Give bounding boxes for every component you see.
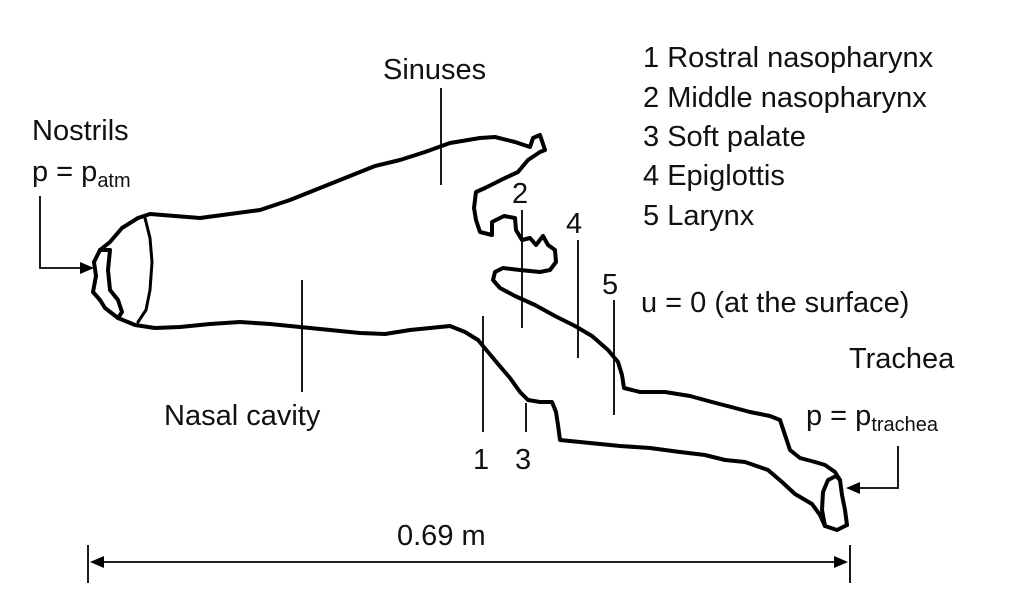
legend-item-4-name: Epiglottis [667, 160, 785, 192]
legend-item-5: 5 Larynx [643, 200, 755, 232]
trachea-label: Trachea [849, 343, 955, 375]
nostrils-inlet-arrowhead [80, 262, 94, 274]
nostrils-inlet-arrow [39, 196, 82, 269]
legend-item-2-name: Middle nasopharynx [667, 82, 927, 114]
length-label: 0.69 m [397, 520, 486, 552]
legend-item-3-name: Soft palate [667, 121, 806, 153]
nostrils-pressure-label: p = patm [32, 156, 131, 192]
legend-item-1-name: Rostral nasopharynx [667, 42, 933, 74]
legend-item-1: 1 Rostral nasopharynx [643, 42, 934, 74]
legend-item-1-number: 1 [643, 42, 659, 74]
airway-outline-upper [98, 133, 849, 527]
marker-5-label: 5 [602, 269, 618, 301]
surface-condition-label: u = 0 (at the surface) [641, 287, 909, 319]
nostrils-pressure-main: p = p [32, 156, 97, 188]
legend-item-5-name: Larynx [667, 200, 755, 232]
trachea-outlet-arrowhead [846, 482, 860, 494]
trachea-pressure-subscript: trachea [871, 414, 939, 436]
legend-item-4-number: 4 [643, 160, 659, 192]
nostril-vestibule-line [136, 216, 154, 324]
trachea-opening [820, 474, 842, 528]
trachea-pressure-main: p = p [806, 400, 871, 432]
legend-item-3: 3 Soft palate [643, 121, 806, 153]
nasal-cavity-label: Nasal cavity [164, 400, 321, 432]
legend-item-2: 2 Middle nasopharynx [643, 82, 927, 114]
dimension-right-arrowhead [834, 556, 848, 568]
nostril-opening [91, 248, 124, 320]
marker-2-label: 2 [512, 178, 528, 210]
legend-item-5-number: 5 [643, 200, 659, 232]
sinuses-label: Sinuses [383, 54, 486, 86]
trachea-pressure-label: p = ptrachea [806, 400, 939, 436]
legend: 1 Rostral nasopharynx 2 Middle nasophary… [643, 42, 934, 232]
airway-outline-lower [98, 298, 849, 532]
dimension-left-arrowhead [90, 556, 104, 568]
marker-4-label: 4 [566, 208, 582, 240]
marker-1-label: 1 [473, 444, 489, 476]
trachea-outlet-arrow [858, 446, 899, 489]
legend-item-4: 4 Epiglottis [643, 160, 785, 192]
legend-item-3-number: 3 [643, 121, 659, 153]
nostrils-pressure-subscript: atm [97, 170, 130, 192]
legend-item-2-number: 2 [643, 82, 659, 114]
marker-3-label: 3 [515, 444, 531, 476]
nostrils-label: Nostrils [32, 115, 129, 147]
